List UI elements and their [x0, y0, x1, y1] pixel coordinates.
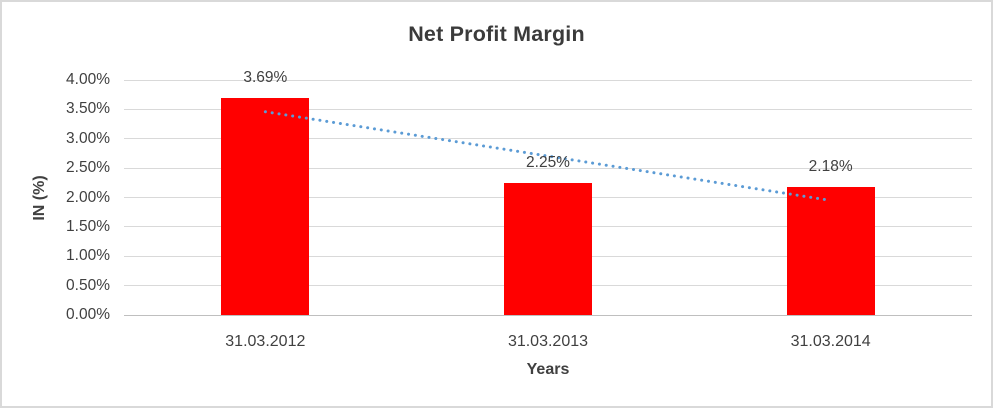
y-tick-label: 3.00%	[66, 129, 110, 147]
y-tick-label: 1.00%	[66, 247, 110, 265]
x-axis-line	[124, 314, 972, 316]
y-tick-label: 4.00%	[66, 71, 110, 88]
y-tick-label: 1.50%	[66, 217, 110, 235]
trendline[interactable]	[124, 80, 972, 315]
bar-data-label: 2.25%	[526, 153, 570, 171]
y-tick-label: 0.50%	[66, 276, 110, 294]
bar-data-label: 3.69%	[243, 69, 288, 87]
y-tick-label: 2.50%	[66, 159, 110, 177]
bar[interactable]	[221, 98, 310, 315]
bar[interactable]	[786, 186, 875, 315]
x-tick-label: 31.03.2012	[225, 333, 306, 350]
gridline	[124, 108, 972, 110]
bar-data-label: 2.18%	[808, 157, 853, 175]
bar[interactable]	[504, 182, 592, 315]
plot-area[interactable]	[124, 79, 972, 316]
y-tick-label: 2.00%	[66, 188, 110, 206]
gridline	[124, 79, 972, 81]
x-tick-label: 31.03.2013	[507, 333, 589, 350]
chart-title: Net Profit Margin	[408, 22, 585, 46]
gridline	[124, 138, 972, 140]
y-tick-label: 0.00%	[66, 306, 110, 323]
x-tick-label: 31.03.2014	[790, 333, 871, 350]
y-tick-label: 3.50%	[66, 100, 110, 118]
x-axis-title: Years	[526, 361, 570, 378]
gridline	[124, 167, 972, 169]
